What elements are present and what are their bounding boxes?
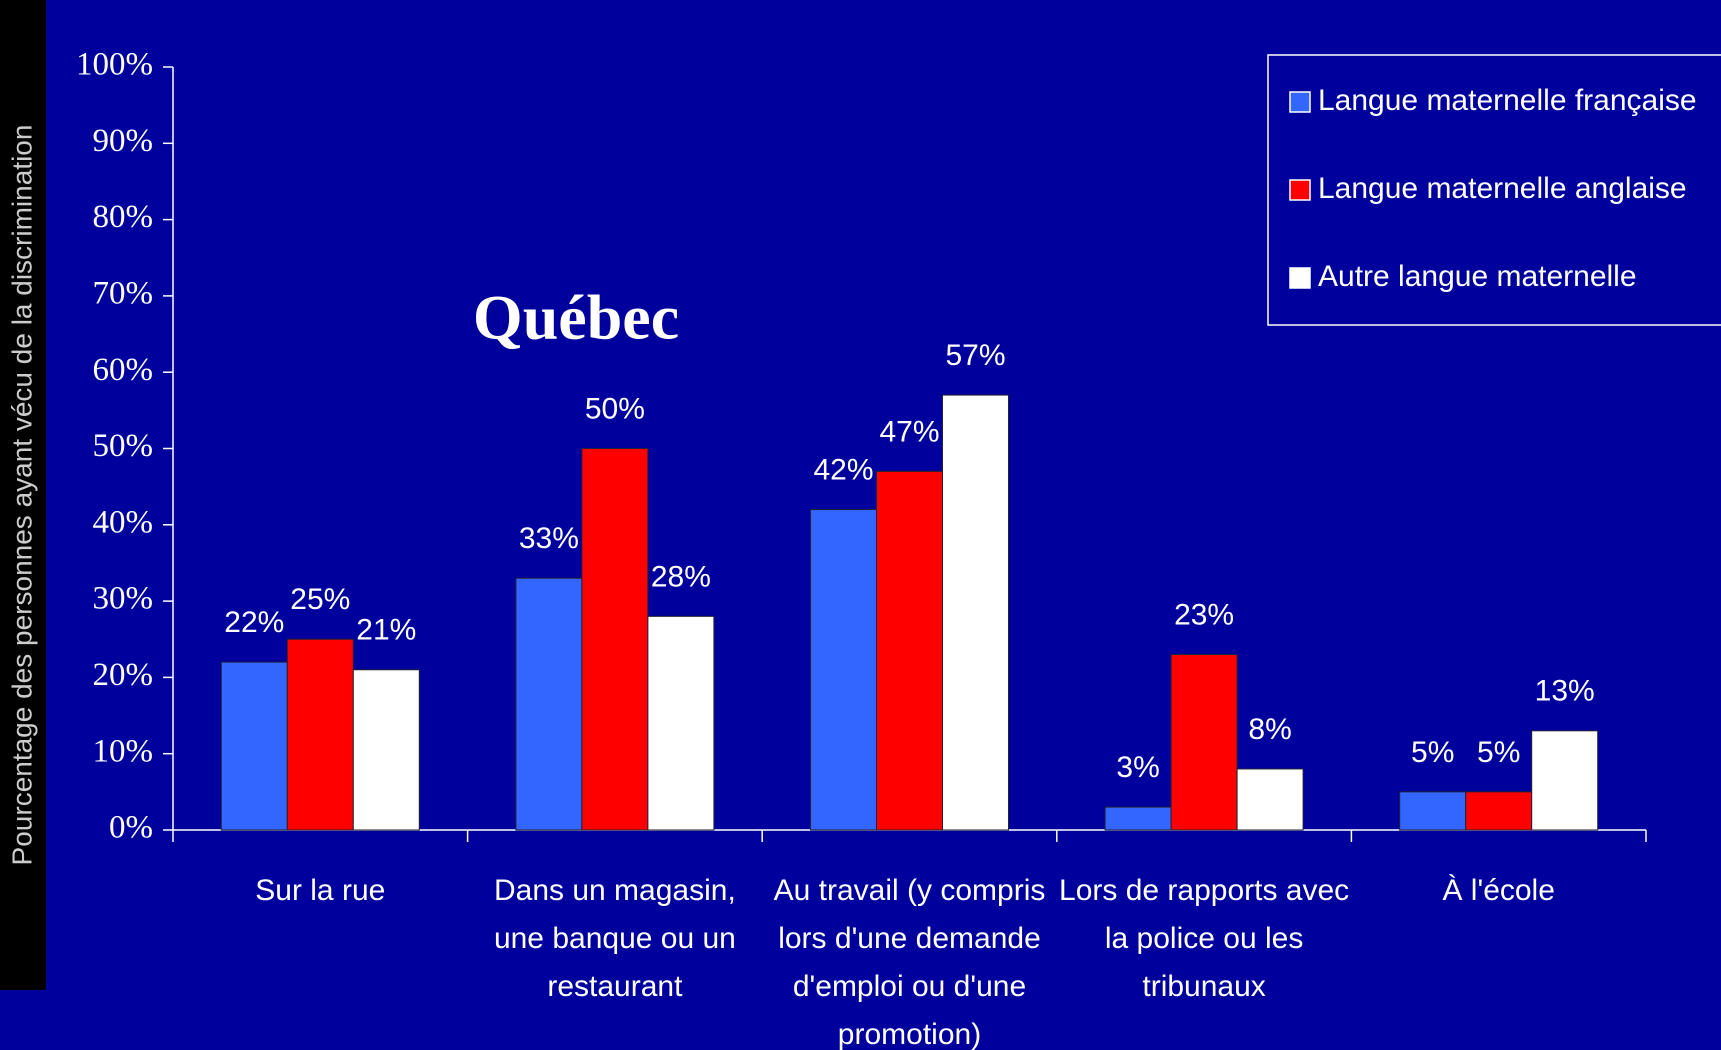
value-label: 21% bbox=[356, 614, 416, 647]
bar bbox=[286, 638, 354, 831]
value-label: 50% bbox=[585, 392, 645, 425]
bar bbox=[876, 470, 943, 831]
value-label: 42% bbox=[813, 453, 873, 486]
value-label: 33% bbox=[519, 522, 579, 555]
y-tick-label: 10% bbox=[93, 733, 154, 769]
y-tick-label: 40% bbox=[93, 504, 154, 540]
legend-box bbox=[1267, 54, 1721, 326]
legend-swatch bbox=[1289, 267, 1311, 289]
y-tick-label: 50% bbox=[93, 428, 154, 464]
y-tick-label: 80% bbox=[93, 199, 154, 235]
bar bbox=[1399, 791, 1467, 831]
y-tick-label: 20% bbox=[93, 657, 154, 693]
legend-swatch bbox=[1289, 179, 1311, 201]
x-tick-label: Sur la rue bbox=[255, 874, 386, 907]
bar bbox=[647, 615, 715, 831]
legend-label: Langue maternelle française bbox=[1318, 84, 1697, 117]
value-label: 25% bbox=[290, 583, 350, 616]
value-label: 57% bbox=[945, 339, 1005, 372]
y-tick-label: 90% bbox=[93, 123, 154, 159]
x-tick-label: Au travail (y compris lors d'une demande… bbox=[773, 874, 1046, 1050]
value-label: 23% bbox=[1174, 598, 1234, 631]
value-label: 13% bbox=[1535, 675, 1595, 708]
value-label: 5% bbox=[1477, 736, 1520, 769]
y-tick-label: 30% bbox=[93, 581, 154, 617]
x-tick-label: Lors de rapports avec la police ou les t… bbox=[1059, 874, 1350, 1003]
bar bbox=[1104, 806, 1172, 831]
value-label: 3% bbox=[1116, 751, 1159, 784]
y-label-bg bbox=[0, 0, 46, 990]
legend-label: Autre langue maternelle bbox=[1318, 260, 1637, 293]
chart-title: Québec bbox=[473, 282, 679, 353]
legend-swatch bbox=[1289, 91, 1311, 113]
bar bbox=[810, 509, 877, 831]
bar bbox=[1170, 654, 1238, 831]
value-label: 5% bbox=[1411, 736, 1454, 769]
legend-label: Langue maternelle anglaise bbox=[1318, 172, 1687, 205]
bar bbox=[220, 661, 288, 831]
y-tick-label: 70% bbox=[93, 275, 154, 311]
y-axis-title: Pourcentage des personnes ayant vécu de … bbox=[6, 125, 37, 866]
bar bbox=[1236, 768, 1304, 831]
x-tick-label: Dans un magasin, une banque ou un restau… bbox=[493, 874, 736, 1003]
x-tick-label: À l'école bbox=[1442, 874, 1555, 907]
y-tick-label: 0% bbox=[109, 810, 153, 846]
value-label: 47% bbox=[879, 415, 939, 448]
bar bbox=[1465, 791, 1533, 831]
bar bbox=[942, 394, 1009, 831]
y-tick-label: 60% bbox=[93, 352, 154, 388]
bar bbox=[1531, 730, 1599, 831]
y-tick-label: 100% bbox=[76, 47, 153, 83]
bar bbox=[581, 448, 649, 831]
value-label: 28% bbox=[651, 560, 711, 593]
value-label: 22% bbox=[224, 606, 284, 639]
bar bbox=[515, 577, 583, 831]
value-label: 8% bbox=[1248, 713, 1291, 746]
bar bbox=[352, 669, 420, 831]
